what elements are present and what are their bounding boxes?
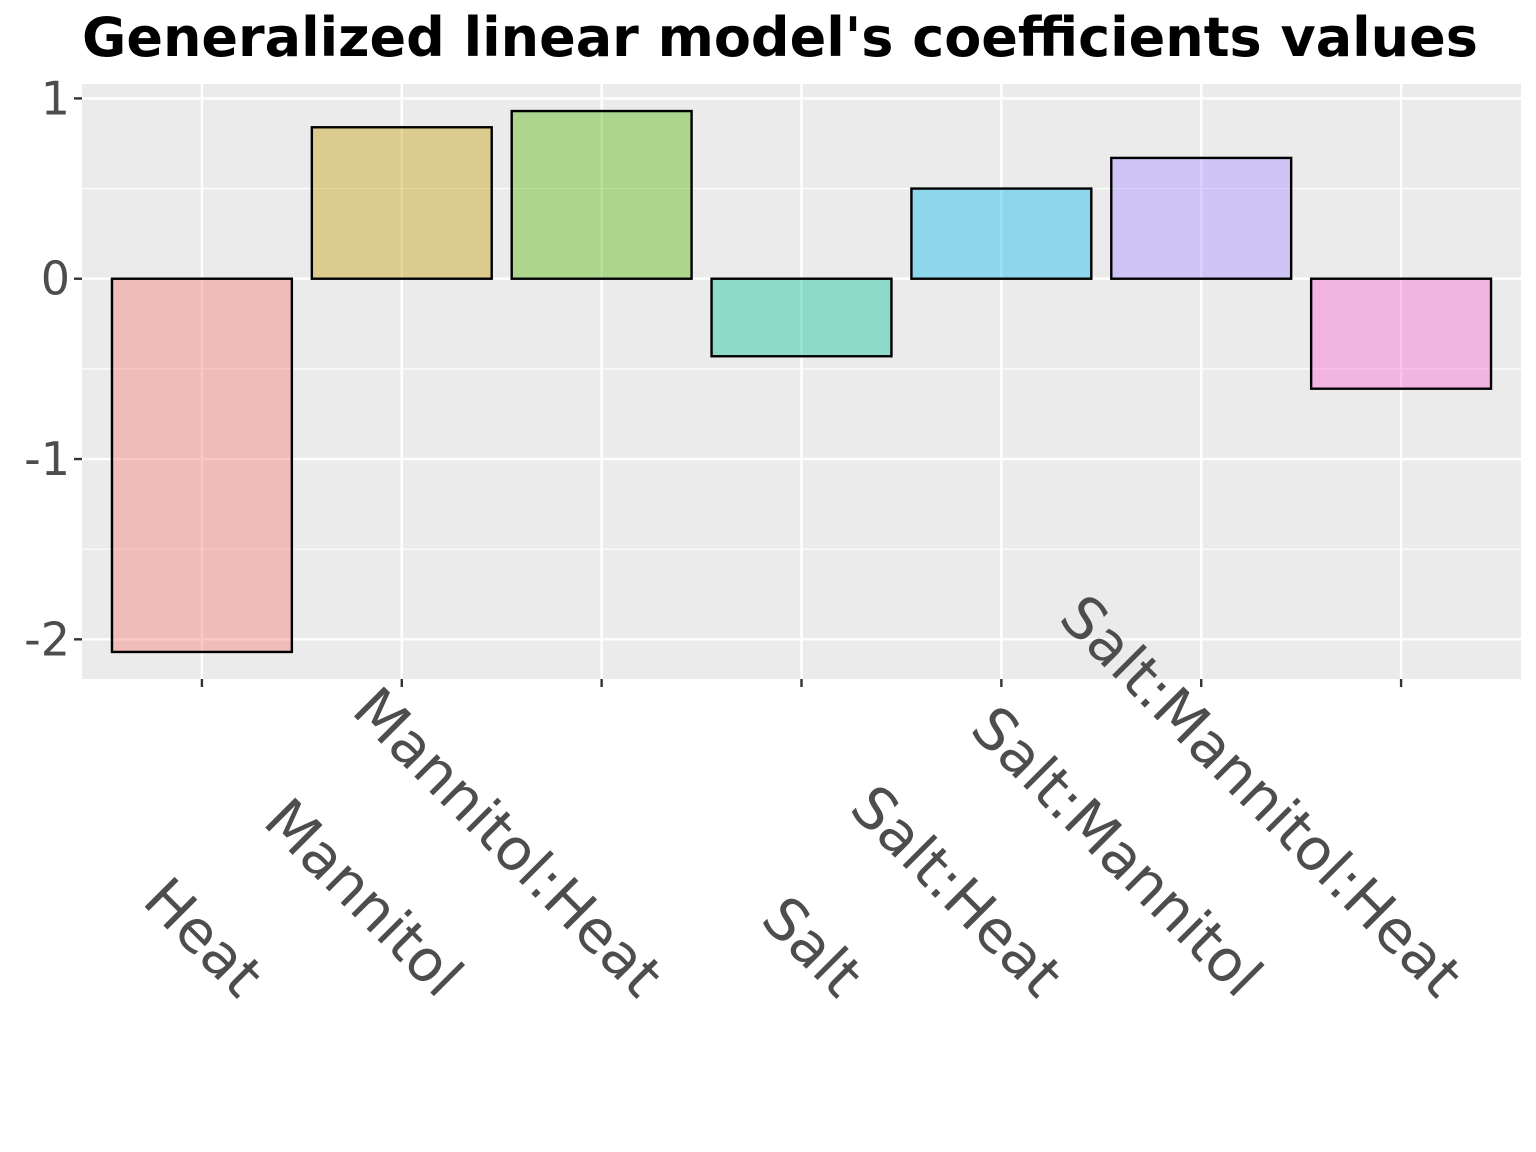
bar-salt [710,277,893,358]
y-tick-label: -2 [24,612,70,666]
bars [110,109,1493,654]
bar-salt-mannitol [1110,156,1293,280]
y-tick-label: 0 [41,252,70,306]
y-axis: -2 -1 0 1 [24,71,82,666]
bar-heat [110,277,294,654]
x-tick-label: Heat [131,865,276,1010]
x-tick-label: Salt [749,883,876,1010]
bar-salt-heat [910,187,1093,280]
bar-salt-mannitol-heat [1309,277,1493,390]
bar-mannitol-heat [510,109,693,280]
y-tick-label: -1 [24,432,70,486]
bar-mannitol [310,126,493,280]
chart-title: Generalized linear model's coefficients … [82,6,1478,69]
y-tick-label: 1 [41,71,70,125]
